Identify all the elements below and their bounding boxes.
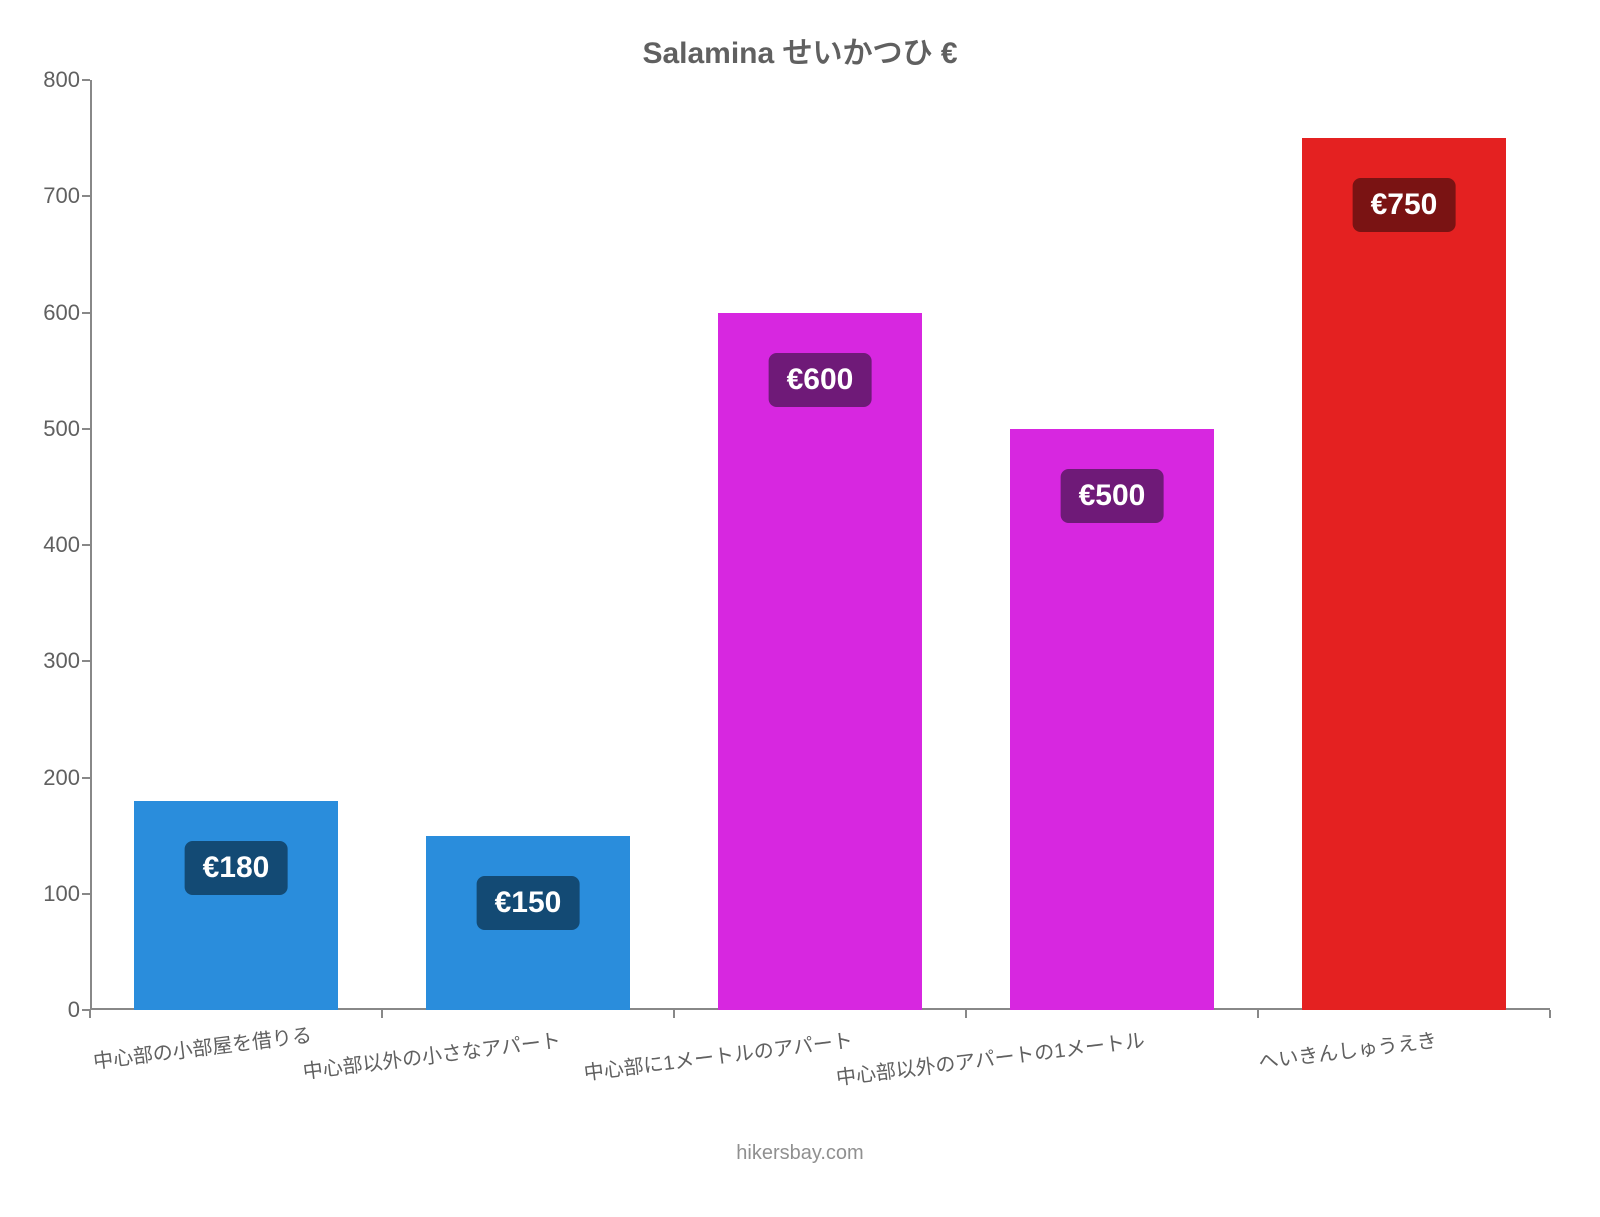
y-tick-label: 800 [43,67,90,93]
y-axis-line [90,80,92,1010]
x-tick-mark [381,1010,383,1018]
plot-area: 0100200300400500600700800€180中心部の小部屋を借りる… [90,80,1550,1010]
y-tick-label: 700 [43,183,90,209]
chart-title: Salamina せいかつひ € [0,28,1600,72]
y-tick-label: 500 [43,416,90,442]
x-tick-mark [89,1010,91,1018]
bar-value-label: €180 [185,841,288,895]
y-tick-label: 100 [43,881,90,907]
bar: €500 [1010,429,1214,1010]
y-tick-label: 200 [43,765,90,791]
y-tick-label: 0 [68,997,90,1023]
chart-container: Salamina せいかつひ € 01002003004005006007008… [0,0,1600,1200]
bar-value-label: €500 [1061,469,1164,523]
x-tick-mark [673,1010,675,1018]
x-tick-mark [1257,1010,1259,1018]
x-tick-mark [1549,1010,1551,1018]
bar: €150 [426,836,630,1010]
y-tick-label: 300 [43,648,90,674]
footer-credit: hikersbay.com [0,1142,1600,1165]
bar: €600 [718,313,922,1011]
y-tick-label: 400 [43,532,90,558]
bar-value-label: €750 [1353,178,1456,232]
y-tick-label: 600 [43,300,90,326]
bar-value-label: €150 [477,876,580,930]
bar: €180 [134,801,338,1010]
bar-value-label: €600 [769,353,872,407]
bar: €750 [1302,138,1506,1010]
x-tick-mark [965,1010,967,1018]
